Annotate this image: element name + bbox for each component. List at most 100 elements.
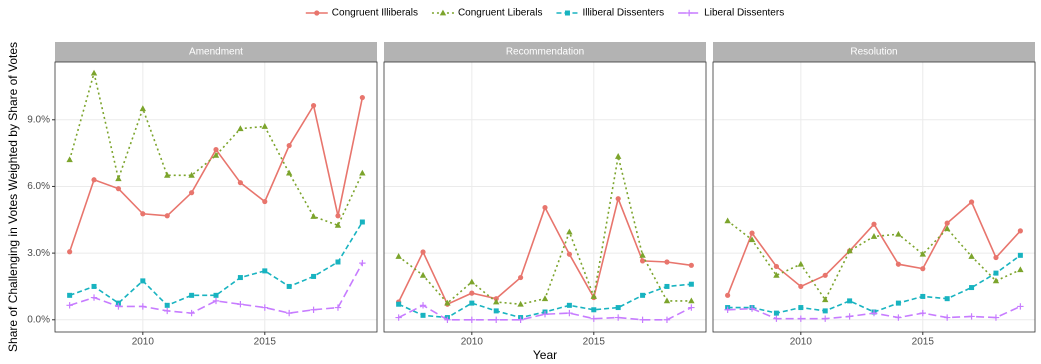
- marker: [688, 281, 694, 287]
- marker: [164, 307, 171, 315]
- marker: [919, 309, 926, 317]
- marker: [115, 300, 121, 306]
- marker: [993, 254, 999, 261]
- legend: Congruent Illiberals Congruent Liberals Il…: [305, 8, 784, 19]
- y-tick-label: 9.0%: [27, 114, 50, 125]
- strip-background: [55, 42, 377, 62]
- marker: [164, 302, 170, 308]
- marker: [66, 156, 73, 163]
- panel-title: Amendment: [189, 47, 243, 58]
- marker: [773, 271, 780, 278]
- marker: [798, 305, 804, 311]
- marker: [314, 10, 320, 16]
- marker: [468, 316, 476, 323]
- marker: [566, 228, 573, 235]
- marker: [285, 309, 293, 317]
- marker: [748, 236, 756, 243]
- marker: [639, 251, 646, 258]
- marker: [725, 292, 731, 298]
- marker: [359, 219, 365, 225]
- marker: [566, 302, 572, 308]
- marker: [822, 272, 828, 278]
- marker: [541, 295, 549, 302]
- marker: [140, 278, 146, 284]
- plot-background: [55, 62, 377, 332]
- marker: [420, 312, 426, 318]
- marker: [469, 300, 475, 306]
- marker: [237, 301, 244, 308]
- marker: [213, 146, 219, 153]
- marker: [212, 297, 220, 305]
- marker: [493, 308, 499, 314]
- marker: [164, 213, 170, 219]
- marker: [663, 316, 671, 323]
- panel-border: [712, 61, 1036, 333]
- marker: [310, 213, 317, 219]
- marker: [115, 303, 122, 310]
- marker: [566, 251, 572, 257]
- marker: [847, 298, 853, 304]
- marker: [663, 297, 671, 304]
- marker: [335, 259, 341, 265]
- marker: [1017, 252, 1023, 258]
- marker: [518, 274, 524, 281]
- marker: [992, 277, 1000, 284]
- marker: [968, 313, 975, 320]
- marker: [444, 299, 451, 306]
- x-axis-title: Year: [533, 348, 557, 362]
- marker: [493, 298, 500, 305]
- marker: [286, 142, 292, 149]
- marker: [90, 294, 98, 301]
- strip-background: [384, 42, 706, 62]
- marker: [797, 315, 805, 322]
- marker: [993, 270, 999, 276]
- legend-label: Congruent Liberals: [458, 8, 543, 19]
- marker: [846, 247, 853, 254]
- marker: [798, 283, 804, 290]
- marker: [188, 309, 195, 317]
- strip-background: [713, 42, 1035, 62]
- marker: [91, 177, 97, 183]
- marker: [748, 305, 756, 312]
- marker: [688, 262, 694, 268]
- legend-label: Liberal Dissenters: [704, 8, 784, 19]
- marker: [189, 190, 195, 196]
- marker: [359, 169, 366, 176]
- marker: [944, 220, 950, 226]
- marker: [420, 249, 426, 255]
- marker: [773, 315, 780, 322]
- marker: [395, 253, 402, 259]
- marker: [419, 302, 427, 309]
- marker: [164, 171, 171, 178]
- marker: [189, 292, 195, 298]
- marker: [139, 303, 147, 310]
- marker: [334, 221, 342, 228]
- marker: [919, 250, 926, 257]
- marker: [237, 125, 244, 132]
- marker: [286, 283, 292, 289]
- x-tick-label: 2015: [254, 337, 277, 348]
- marker: [968, 253, 975, 259]
- marker: [590, 293, 597, 299]
- y-tick-label: 3.0%: [27, 248, 50, 259]
- marker: [871, 221, 877, 227]
- marker: [359, 94, 365, 101]
- marker: [396, 301, 402, 307]
- y-tick-label: 6.0%: [27, 181, 50, 192]
- marker: [115, 186, 122, 192]
- marker: [310, 102, 317, 109]
- marker: [212, 151, 220, 158]
- marker: [895, 300, 901, 306]
- marker: [91, 283, 97, 289]
- marker: [1017, 266, 1024, 273]
- x-tick-label: 2015: [912, 337, 935, 348]
- marker: [614, 314, 622, 321]
- marker: [664, 283, 670, 289]
- x-tick-label: 2015: [583, 337, 606, 348]
- x-tick-label: 2010: [461, 337, 484, 348]
- marker: [67, 292, 73, 298]
- legend-label: Congruent Illiberals: [332, 8, 418, 19]
- marker: [517, 316, 524, 323]
- marker: [262, 268, 268, 274]
- marker: [517, 300, 524, 307]
